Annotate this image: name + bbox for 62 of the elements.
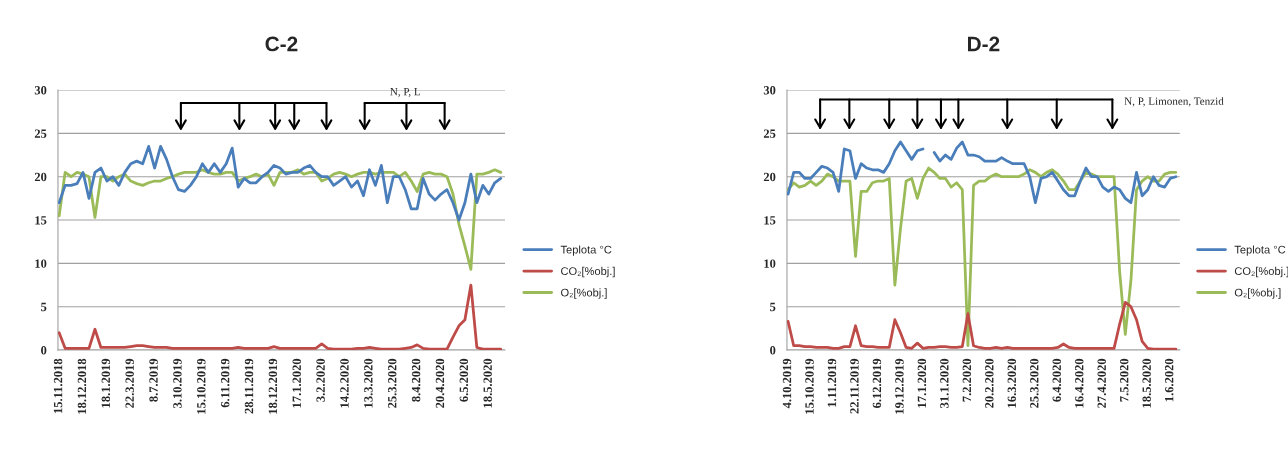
x-tick-label: 4.10.2019 xyxy=(782,358,792,409)
x-tick-label: 6.12.2019 xyxy=(872,358,882,408)
chart-title: C-2 xyxy=(265,36,298,52)
y-tick-label: 30 xyxy=(34,86,47,95)
y-tick-label: 25 xyxy=(34,129,47,138)
x-tick-label: 8.4.2020 xyxy=(411,358,421,402)
x-tick-label: 16.3.2020 xyxy=(1007,358,1017,408)
y-tick-label: 20 xyxy=(34,172,47,182)
y-tick-label: 10 xyxy=(35,259,47,268)
x-tick-label: 15.10.2019 xyxy=(805,358,814,414)
x-tick-label: 16.4.2020 xyxy=(1075,358,1084,408)
x-tick-label: 18.1.2019 xyxy=(101,358,111,408)
legend-label: O₂[%obj.] xyxy=(1234,288,1281,299)
y-tick-label: 25 xyxy=(763,129,776,138)
y-tick-label: 10 xyxy=(764,259,776,268)
x-tick-label: 6.4.2020 xyxy=(1052,358,1062,402)
legend-label: CO₂[%obj.] xyxy=(1234,266,1288,278)
annotation: N, P, L xyxy=(390,88,421,98)
x-tick-label: 22.11.2019 xyxy=(850,358,859,414)
x-tick-label: 20.4.2020 xyxy=(435,358,445,408)
legend-label: CO₂[%obj.] xyxy=(561,266,615,278)
y-tick-label: 15 xyxy=(764,216,776,225)
x-tick-label: 28.11.2019 xyxy=(244,358,254,414)
y-tick-label: 0 xyxy=(770,346,776,355)
x-tick-label: 15.11.2018 xyxy=(53,358,63,413)
x-tick-label: 6.5.2020 xyxy=(459,358,469,402)
legend-label: O₂[%obj.] xyxy=(561,288,607,299)
x-tick-label: 20.2.2020 xyxy=(985,358,994,408)
x-tick-label: 15.10.2019 xyxy=(197,358,206,414)
y-tick-label: 0 xyxy=(41,346,47,355)
x-tick-label: 3.2.2020 xyxy=(316,358,325,402)
x-tick-label: 13.3.2020 xyxy=(364,358,373,408)
x-tick-label: 6.11.2019 xyxy=(220,358,230,408)
x-tick-label: 27.4.2020 xyxy=(1097,358,1106,408)
x-tick-label: 1.11.2019 xyxy=(827,358,837,407)
x-tick-label: 7.5.2020 xyxy=(1119,358,1129,402)
y-tick-label: 5 xyxy=(41,302,47,312)
x-tick-label: 3.10.2019 xyxy=(173,358,182,408)
legend-label: Teplota °C xyxy=(1234,245,1286,256)
x-tick-label: 22.3.2019 xyxy=(125,358,134,408)
x-tick-label: 18.5.2020 xyxy=(483,358,492,408)
x-tick-label: 17.1.2020 xyxy=(292,358,302,408)
x-tick-label: 1.6.2020 xyxy=(1164,358,1174,402)
chart-title: D-2 xyxy=(968,36,1000,52)
x-tick-label: 18.12.2019 xyxy=(268,358,278,414)
line-series xyxy=(57,144,503,222)
legend-label: Teplota °C xyxy=(560,245,612,256)
x-tick-label: 18.5.2020 xyxy=(1142,358,1151,408)
x-tick-label: 18.12.2018 xyxy=(77,358,87,414)
x-tick-label: 14.2.2020 xyxy=(340,358,349,408)
y-tick-label: 20 xyxy=(763,172,776,182)
x-tick-label: 17.1.2020 xyxy=(917,358,927,408)
x-tick-label: 31.1.2020 xyxy=(940,358,949,408)
x-tick-label: 7.2.2020 xyxy=(962,358,972,402)
y-tick-label: 30 xyxy=(763,86,776,95)
x-tick-label: 25.3.2020 xyxy=(388,358,397,408)
x-tick-label: 19.12.2019 xyxy=(895,358,904,414)
x-tick-label: 8.7.2019 xyxy=(149,358,158,402)
annotation: N, P, Limonen, Tenzid xyxy=(1124,97,1224,107)
x-tick-label: 25.3.2020 xyxy=(1030,358,1039,408)
y-tick-label: 5 xyxy=(770,302,776,312)
y-tick-label: 15 xyxy=(35,216,47,225)
